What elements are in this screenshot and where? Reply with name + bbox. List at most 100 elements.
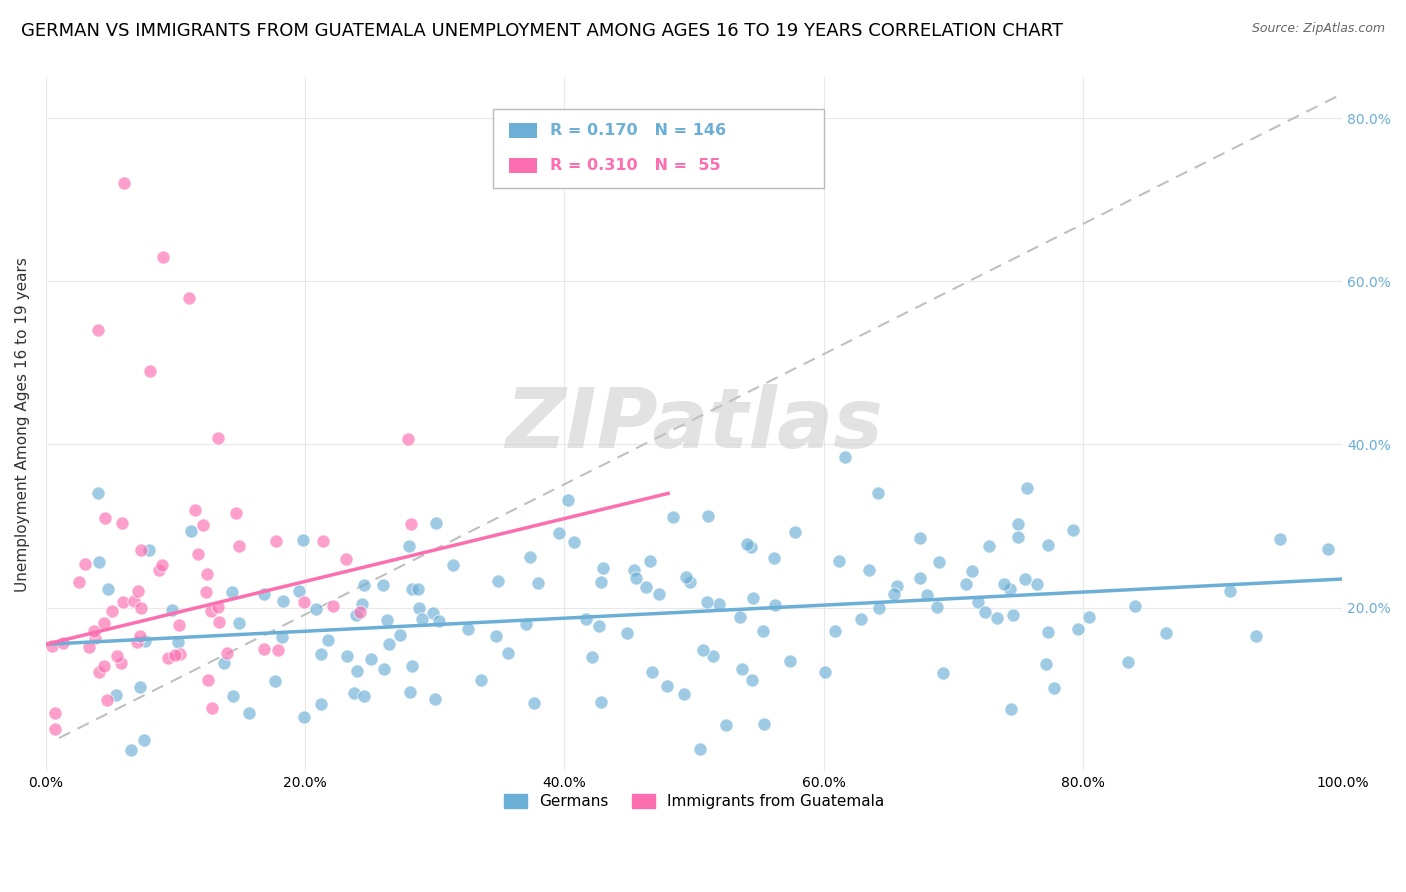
Point bbox=[425, 516, 447, 530]
Point bbox=[752, 624, 775, 638]
Point bbox=[1000, 702, 1022, 716]
Point bbox=[1154, 626, 1177, 640]
Text: GERMAN VS IMMIGRANTS FROM GUATEMALA UNEMPLOYMENT AMONG AGES 16 TO 19 YEARS CORRE: GERMAN VS IMMIGRANTS FROM GUATEMALA UNEM… bbox=[21, 22, 1063, 40]
Point bbox=[309, 697, 332, 711]
Point bbox=[785, 524, 807, 539]
Point bbox=[411, 612, 433, 626]
Y-axis label: Unemployment Among Ages 16 to 19 years: Unemployment Among Ages 16 to 19 years bbox=[15, 257, 30, 591]
Point bbox=[526, 575, 548, 590]
Point bbox=[373, 662, 395, 676]
Point bbox=[886, 579, 908, 593]
Point bbox=[266, 534, 288, 549]
Point bbox=[672, 687, 695, 701]
Point bbox=[335, 551, 357, 566]
Point bbox=[1038, 538, 1060, 552]
Point bbox=[200, 604, 222, 618]
Point bbox=[344, 607, 367, 622]
Point bbox=[207, 431, 229, 445]
Point bbox=[1116, 656, 1139, 670]
Point bbox=[742, 591, 765, 606]
Point bbox=[195, 566, 218, 581]
Point bbox=[638, 554, 661, 568]
Point bbox=[187, 547, 209, 561]
Point bbox=[1062, 523, 1084, 537]
Point bbox=[377, 613, 399, 627]
Point bbox=[728, 609, 751, 624]
Point bbox=[624, 571, 647, 585]
Point bbox=[169, 647, 191, 661]
Point bbox=[519, 550, 541, 565]
Point bbox=[849, 612, 872, 626]
Point bbox=[883, 587, 905, 601]
Point bbox=[89, 555, 111, 569]
Legend: Germans, Immigrants from Guatemala: Germans, Immigrants from Guatemala bbox=[498, 788, 890, 815]
Point bbox=[87, 486, 110, 500]
Point bbox=[1035, 657, 1057, 671]
Point bbox=[1123, 599, 1146, 613]
Point bbox=[238, 706, 260, 720]
Point bbox=[692, 643, 714, 657]
Point bbox=[215, 646, 238, 660]
Point bbox=[120, 743, 142, 757]
Point bbox=[592, 561, 614, 575]
Point bbox=[87, 665, 110, 679]
Point bbox=[221, 585, 243, 599]
Point bbox=[548, 525, 571, 540]
Point bbox=[928, 554, 950, 568]
Point bbox=[267, 643, 290, 657]
Point bbox=[401, 517, 423, 532]
Point bbox=[228, 615, 250, 630]
Point bbox=[398, 540, 420, 554]
Point bbox=[162, 603, 184, 617]
Point bbox=[152, 250, 174, 264]
Point bbox=[422, 606, 444, 620]
Point bbox=[396, 432, 419, 446]
Point bbox=[287, 584, 309, 599]
Point bbox=[125, 634, 148, 648]
Point bbox=[457, 623, 479, 637]
Point bbox=[371, 578, 394, 592]
Point bbox=[112, 595, 135, 609]
Point bbox=[177, 291, 200, 305]
Point bbox=[925, 599, 948, 614]
Point bbox=[623, 563, 645, 577]
Point bbox=[44, 722, 66, 736]
Point bbox=[575, 612, 598, 626]
Point bbox=[470, 673, 492, 687]
Point bbox=[311, 534, 333, 549]
Point bbox=[270, 630, 292, 644]
Point bbox=[399, 685, 422, 699]
Point bbox=[163, 648, 186, 662]
Point bbox=[406, 582, 429, 596]
Point bbox=[581, 650, 603, 665]
Point bbox=[41, 639, 63, 653]
FancyBboxPatch shape bbox=[494, 109, 824, 188]
Point bbox=[253, 642, 276, 657]
Point bbox=[138, 364, 160, 378]
Point bbox=[291, 533, 314, 548]
Point bbox=[134, 633, 156, 648]
Point bbox=[993, 577, 1015, 591]
Point bbox=[709, 597, 731, 611]
Point bbox=[557, 493, 579, 508]
Point bbox=[349, 605, 371, 619]
Point bbox=[741, 673, 763, 688]
Point bbox=[1026, 576, 1049, 591]
Point bbox=[110, 656, 132, 670]
Point bbox=[762, 550, 785, 565]
Point bbox=[322, 599, 344, 613]
Point bbox=[702, 648, 724, 663]
Point bbox=[866, 486, 889, 500]
Point bbox=[735, 537, 758, 551]
Point bbox=[967, 594, 990, 608]
Point bbox=[167, 635, 190, 649]
Point bbox=[93, 511, 115, 525]
Point bbox=[336, 648, 359, 663]
Point bbox=[191, 517, 214, 532]
Point bbox=[353, 577, 375, 591]
Point bbox=[228, 540, 250, 554]
Point bbox=[754, 717, 776, 731]
Point bbox=[83, 624, 105, 638]
Point bbox=[84, 631, 107, 645]
Point bbox=[955, 577, 977, 591]
